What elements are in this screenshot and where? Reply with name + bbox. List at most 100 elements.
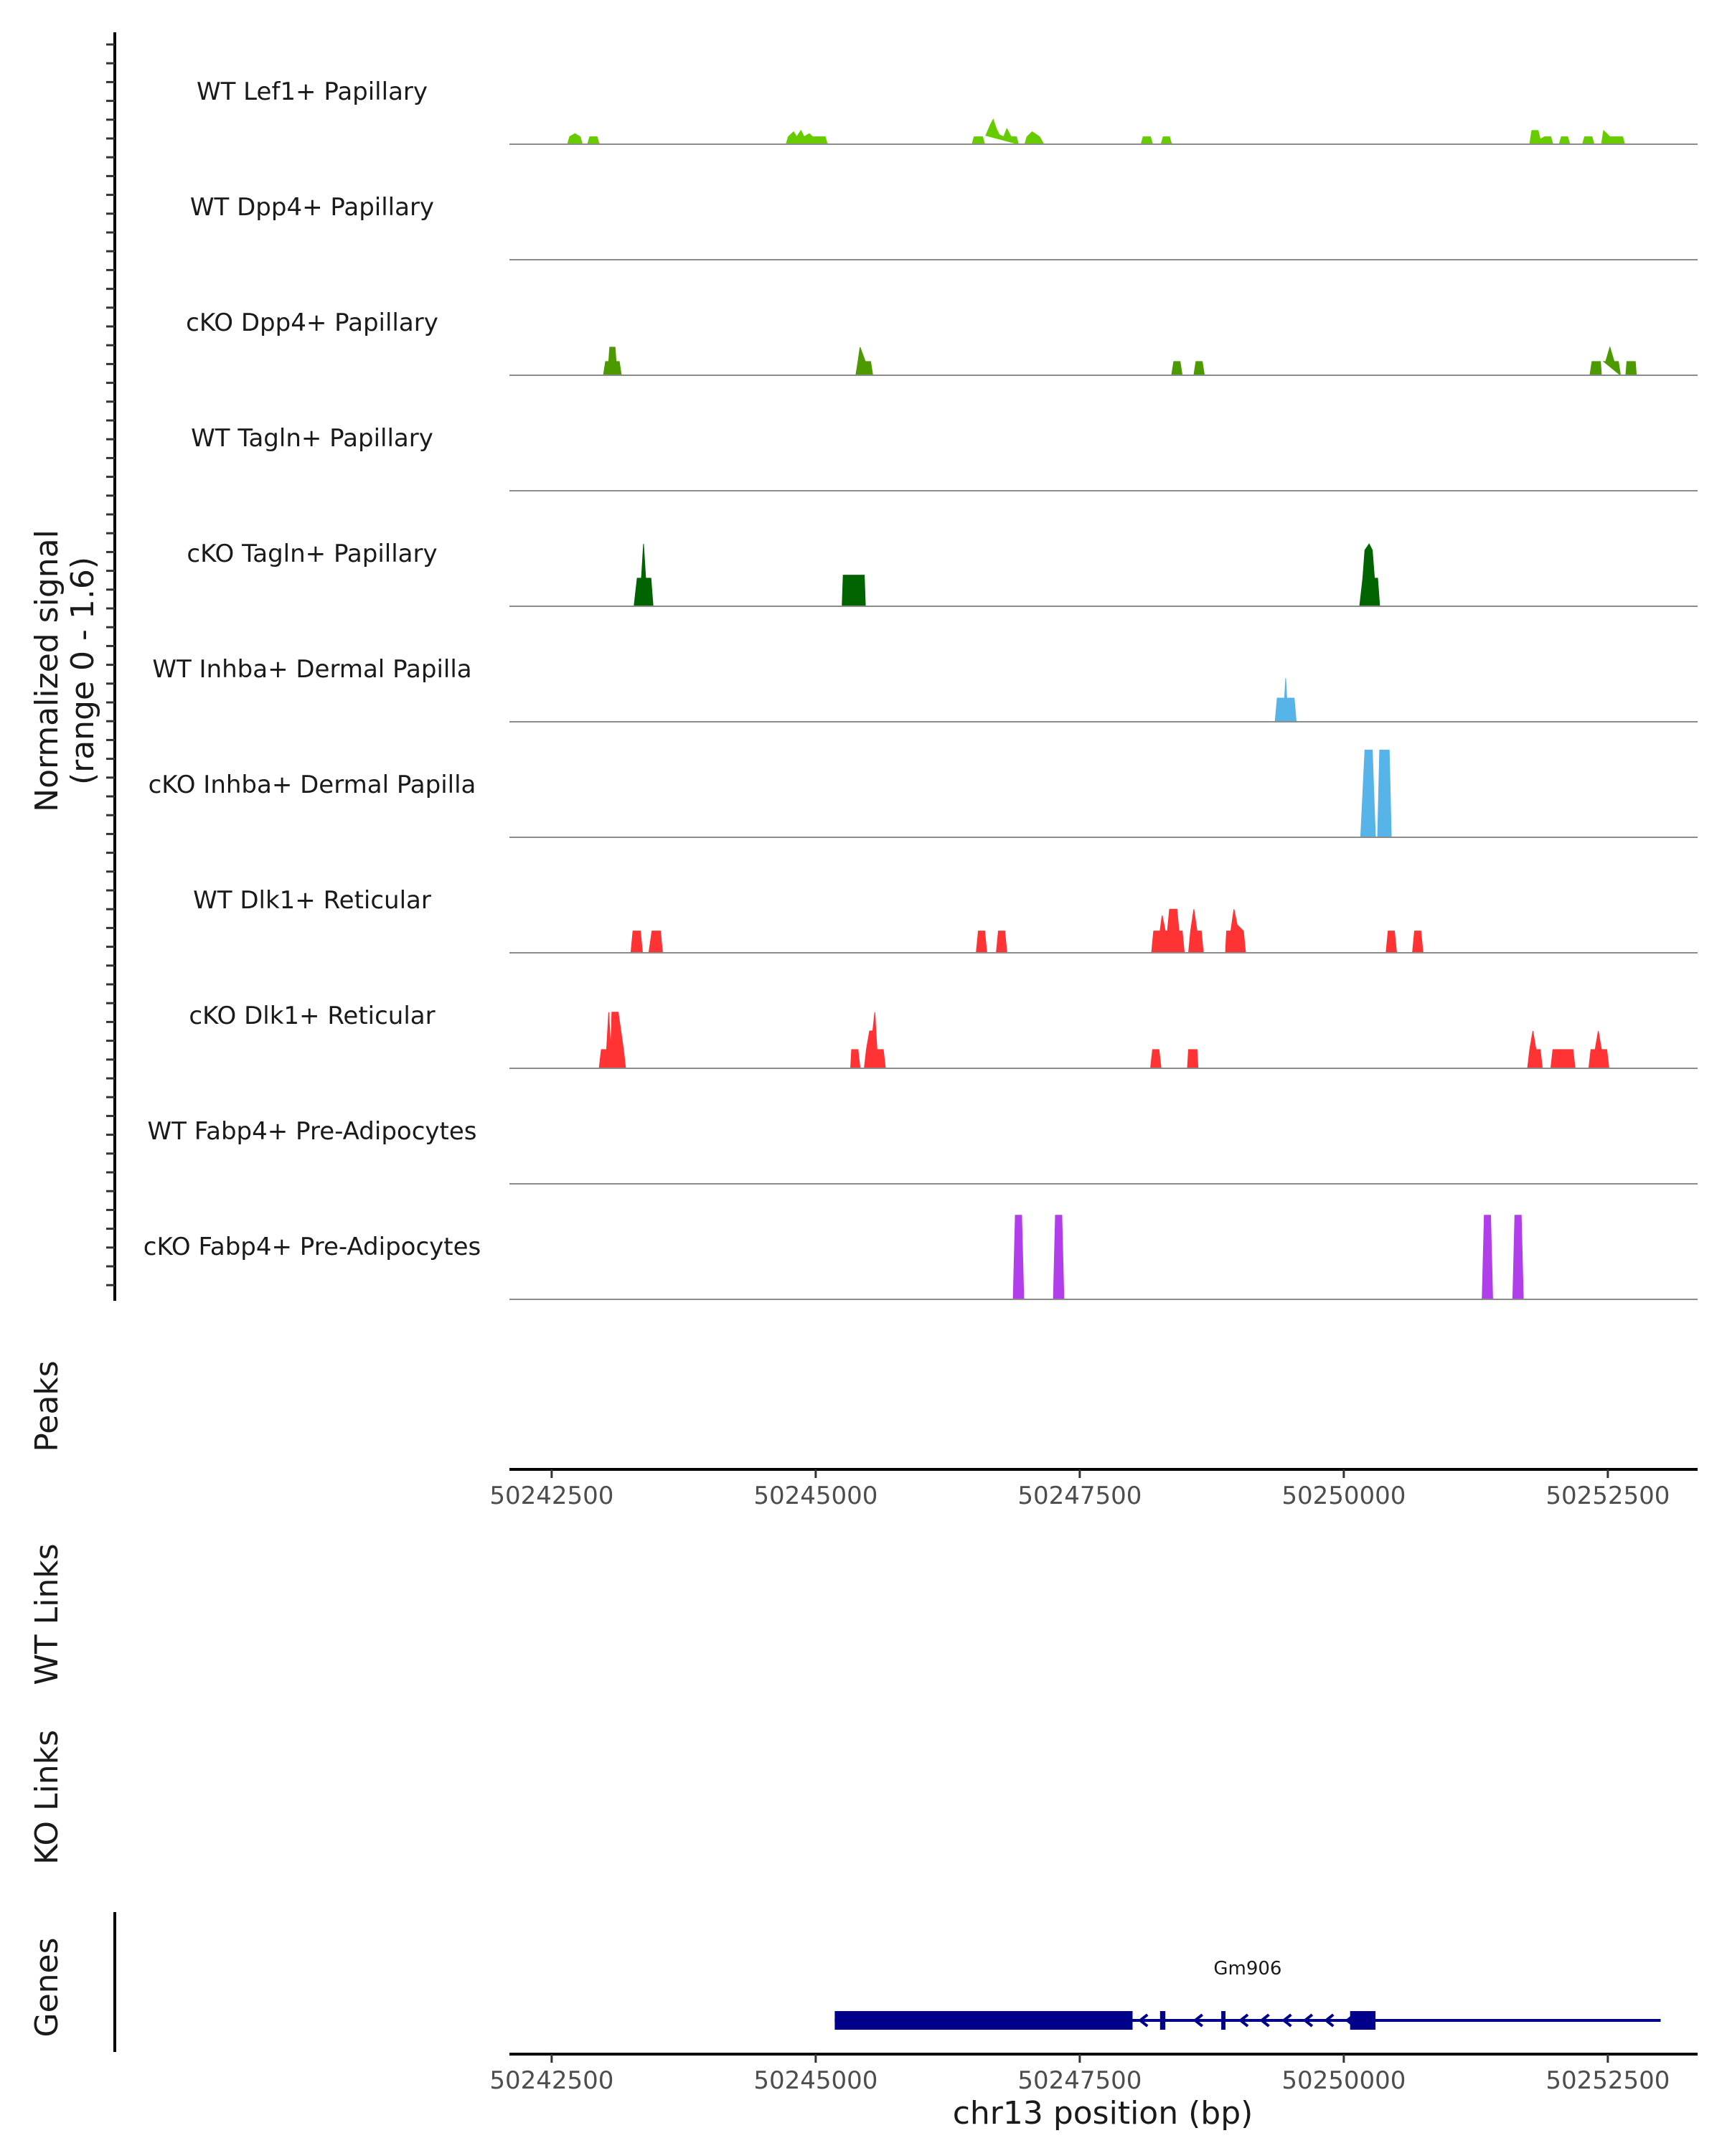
wt-links-label: WT Links [29,1543,65,1685]
gene-exon [1350,2011,1375,2030]
track-label: WT Dlk1+ Reticular [193,886,431,915]
track-cko-tagln-papillary: cKO Tagln+ Papillary [187,540,1698,607]
gene-name-label: Gm906 [1213,1958,1281,1980]
track-label: cKO Tagln+ Papillary [187,540,437,568]
coverage-peak [1359,543,1380,607]
strand-arrow-icon [1345,2013,1355,2028]
coverage-peak [1482,1215,1493,1300]
coverage-peak [786,129,828,145]
track-label: WT Dpp4+ Papillary [190,193,434,222]
strand-arrow-icon [1192,2013,1203,2028]
x-tick-label: 50252500 [1545,2066,1670,2095]
y-axis-title-line-2: (range 0 - 1.6) [65,557,101,785]
coverage-peak [1171,361,1183,376]
track-wt-dpp4-papillary: WT Dpp4+ Papillary [190,193,1698,260]
coverage-peak [1024,131,1045,145]
coverage-peak [1160,136,1172,145]
x-axis-lower: 50242500 50245000 50247500 50250000 50252500 [489,2053,1698,2095]
strand-arrow-icon [1238,2013,1249,2028]
coverage-peak [603,347,622,376]
coverage-peak [1151,908,1185,954]
coverage-peak [850,1049,861,1069]
coverage-peak [587,136,600,145]
gene-exon [834,2011,1133,2030]
track-label: WT Tagln+ Papillary [191,424,433,453]
track-label: cKO Dlk1+ Reticular [189,1002,435,1030]
track-label: WT Fabp4+ Pre-Adipocytes [148,1117,477,1146]
coverage-peak [1385,931,1398,954]
coverage-peak [1550,1049,1576,1069]
coverage-peak [1625,361,1637,376]
x-tick-label: 50245000 [753,2066,878,2095]
x-tick-label: 50245000 [753,1482,878,1510]
coverage-peak [1601,129,1626,145]
coverage-peak [976,931,987,954]
coverage-peak [1412,931,1424,954]
track-label: WT Lef1+ Papillary [197,77,428,106]
peaks-label: Peaks [29,1360,65,1451]
coverage-peak [648,931,663,954]
track-label: cKO Dpp4+ Papillary [186,309,438,337]
x-axis-upper: 50242500 50245000 50247500 50250000 50252500 [489,1468,1698,1510]
coverage-peak [630,931,644,954]
coverage-peak [1558,136,1571,145]
track-cko-dlk1-reticular: cKO Dlk1+ Reticular [189,1002,1698,1069]
x-tick-label: 50247500 [1017,1482,1142,1510]
track-cko-fabp4-pre-adipocytes: cKO Fabp4+ Pre-Adipocytes [144,1215,1698,1300]
x-tick-label: 50252500 [1545,1482,1670,1510]
coverage-peak [1149,1049,1162,1069]
track-wt-tagln-papillary: WT Tagln+ Papillary [191,424,1698,491]
coverage-peak [1012,1215,1025,1300]
track-wt-fabp4-pre-adipocytes: WT Fabp4+ Pre-Adipocytes [148,1117,1698,1185]
coverage-tracks: WT Lef1+ Papillary WT Dpp4+ Papillary cKO … [144,77,1698,1300]
strand-arrow-icon [1137,2013,1149,2028]
track-label: cKO Fabp4+ Pre-Adipocytes [144,1233,481,1261]
coverage-peak [1589,361,1602,376]
coverage-peak [598,1012,626,1069]
coverage-peak [1581,136,1595,145]
coverage-peak [1053,1215,1065,1300]
coverage-peak [855,347,873,376]
gene-exon [1159,2011,1166,2030]
track-label: WT Inhba+ Dermal Papilla [152,655,471,684]
strand-arrow-icon [1281,2013,1292,2028]
x-axis-title: chr13 position (bp) [953,2095,1253,2132]
x-tick-label: 50247500 [1017,2066,1142,2095]
track-label: cKO Inhba+ Dermal Papilla [149,771,476,799]
coverage-peak [567,133,583,145]
coverage-peak [1377,749,1392,838]
x-tick-label: 50242500 [489,2066,613,2095]
coverage-peak [842,575,866,607]
coverage-peak [1602,346,1622,377]
coverage-peak [1588,1030,1609,1069]
coverage-peak [1187,1049,1199,1069]
coverage-peak [1274,678,1297,722]
y-axis [106,32,116,1301]
coverage-peak [985,118,1020,145]
gene-exon [1221,2011,1225,2030]
track-wt-inhba-dermal-papilla: WT Inhba+ Dermal Papilla [152,655,1698,722]
y-axis-title-line-1: Normalized signal [29,529,65,812]
coverage-peak [1527,1030,1543,1069]
coverage-peak [1529,130,1553,145]
strand-arrow-icon [1302,2013,1314,2028]
coverage-peak [864,1012,886,1069]
gene-track: Gm906 [834,1958,1661,2030]
strand-arrow-icon [1324,2013,1335,2028]
x-tick-label: 50242500 [489,1482,613,1510]
genes-label: Genes [29,1937,65,2037]
x-tick-label: 50250000 [1281,2066,1406,2095]
track-cko-dpp4-papillary: cKO Dpp4+ Papillary [186,309,1698,377]
x-tick-label: 50250000 [1281,1482,1406,1510]
coverage-peak [634,544,654,607]
strand-arrow-icon [1259,2013,1270,2028]
track-wt-dlk1-reticular: WT Dlk1+ Reticular [193,886,1698,954]
coverage-peak [1187,909,1204,954]
coverage-peak [1225,909,1246,954]
track-cko-inhba-dermal-papilla: cKO Inhba+ Dermal Papilla [149,749,1698,838]
track-wt-lef1-papillary: WT Lef1+ Papillary [197,77,1698,145]
ko-links-label: KO Links [29,1730,65,1865]
coverage-peak [971,136,986,145]
